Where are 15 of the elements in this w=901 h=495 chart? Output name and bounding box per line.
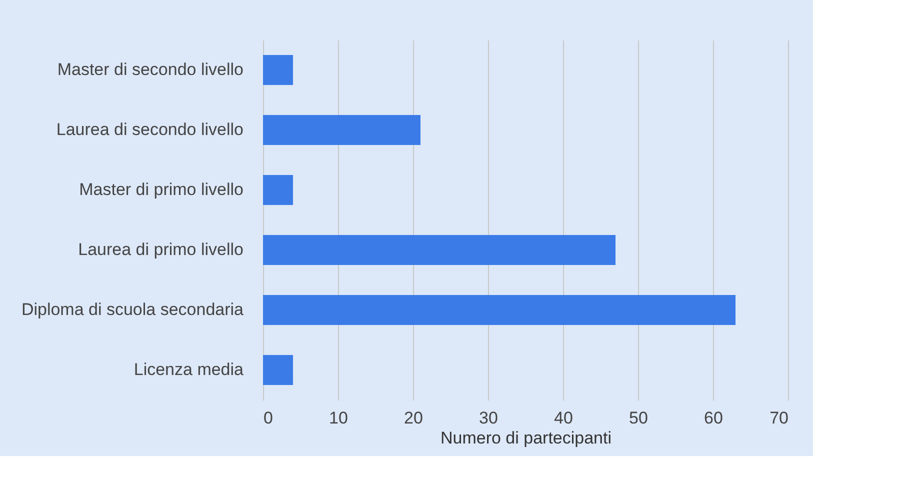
y-tick-label: Licenza media	[134, 360, 244, 379]
x-tick-label: 50	[629, 408, 648, 428]
x-tick-label: 0	[264, 408, 273, 428]
y-tick-label: Diploma di scuola secondaria	[21, 300, 244, 319]
y-tick-label: Master di primo livello	[79, 180, 244, 199]
x-tick-label: 70	[770, 408, 788, 428]
x-tick-label: 60	[704, 408, 723, 428]
x-tick-label: 30	[479, 408, 498, 428]
y-tick-label: Master di secondo livello	[57, 60, 244, 79]
y-tick-label: Laurea di secondo livello	[56, 120, 244, 139]
y-tick-label: Laurea di primo livello	[78, 240, 244, 259]
x-tick-label: 20	[404, 408, 423, 428]
x-axis-title: Numero di partecipanti	[440, 428, 612, 448]
x-tick-label: 40	[554, 408, 573, 428]
x-tick-label: 10	[329, 408, 348, 428]
